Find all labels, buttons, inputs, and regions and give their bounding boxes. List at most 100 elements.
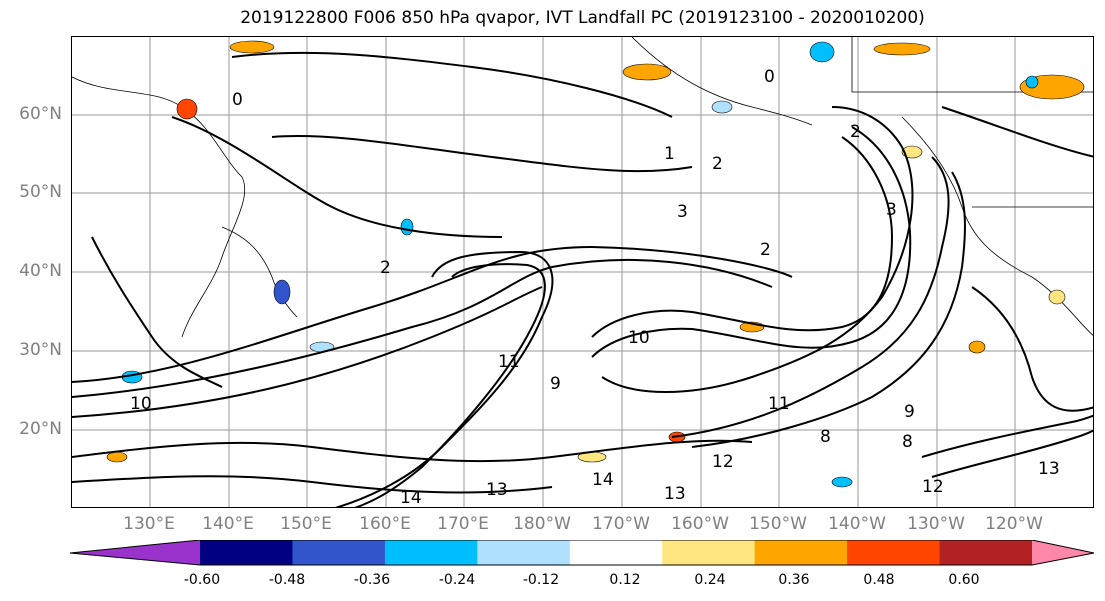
contour-label: 3: [677, 202, 688, 222]
contour-line: [72, 475, 553, 494]
lon-label-130w: 130°W: [907, 514, 965, 534]
colorbar-cell: [200, 540, 293, 565]
colorbar-extend-low: [70, 540, 200, 565]
lon-label-170w: 170°W: [592, 514, 650, 534]
contour-line: [91, 236, 223, 388]
lat-label-50n: 50°N: [19, 182, 62, 202]
contour-label: 10: [628, 328, 650, 348]
colorbar-cell: [754, 540, 848, 565]
contour-label: 14: [592, 470, 614, 490]
contour-label: 9: [904, 402, 915, 422]
colorbar-tick-label: -0.48: [268, 572, 306, 588]
contour-line: [941, 106, 1093, 158]
anomaly-blob: [968, 340, 986, 354]
lon-label-160e: 160°E: [359, 514, 411, 534]
colorbar-tick-label: 0.60: [948, 572, 980, 588]
colorbar-cell: [939, 540, 1033, 565]
contour-label: 13: [486, 480, 508, 500]
lon-label-160w: 160°W: [671, 514, 729, 534]
colorbar-cell: [662, 540, 756, 565]
contour-line: [691, 171, 966, 448]
colorbar-extend-high: [1032, 540, 1094, 565]
lon-label-150e: 150°E: [280, 514, 332, 534]
contour-line: [591, 136, 894, 338]
anomaly-blob: [273, 279, 291, 305]
contour-label: 2: [712, 154, 723, 174]
ivt-contours: [72, 51, 1093, 507]
alaska-coastline: [631, 37, 813, 126]
contour-label: 12: [922, 477, 944, 497]
lon-label-140e: 140°E: [202, 514, 254, 534]
contour-label: 3: [886, 200, 897, 220]
lon-label-180w: 180°W: [513, 514, 571, 534]
colorbar-tick-label: -0.24: [438, 572, 476, 588]
japan-coastline: [221, 226, 298, 318]
contour-label: 14: [400, 488, 422, 508]
contour-label: 12: [712, 452, 734, 472]
colorbar-cell: [569, 540, 663, 565]
shading-blobs: [106, 40, 1085, 488]
contour-line: [171, 116, 503, 238]
lat-label-40n: 40°N: [19, 261, 62, 281]
contour-label: 8: [902, 432, 913, 452]
contour-line: [271, 135, 693, 173]
north-america-coastline: [901, 116, 1093, 336]
colorbar-tick-label: 0.36: [778, 572, 810, 588]
lon-label-150w: 150°W: [749, 514, 807, 534]
contour-line: [601, 106, 914, 393]
contour-label: 0: [764, 67, 775, 87]
lon-label-170e: 170°E: [437, 514, 489, 534]
anomaly-blob: [176, 98, 198, 120]
anomaly-blob: [809, 41, 835, 63]
anomaly-blob: [831, 476, 853, 488]
contour-labels: 0 0 1 2 2 3 3 2 2 10 11 10 9 8 14 13 12 …: [130, 67, 1060, 508]
anomaly-blob: [1025, 75, 1039, 89]
map-plot-area[interactable]: 0 0 1 2 2 3 3 2 2 10 11 10 9 8 14 13 12 …: [71, 36, 1094, 508]
anomaly-blob: [400, 218, 414, 236]
anomaly-blob: [106, 451, 128, 463]
canada-border: [851, 37, 1093, 93]
contour-line: [354, 263, 546, 507]
contour-line: [72, 245, 793, 383]
contour-label: 13: [664, 484, 686, 504]
contour-label: 0: [232, 90, 243, 110]
contour-label: 1: [664, 144, 675, 164]
anomaly-blob: [873, 42, 931, 56]
lon-label-140w: 140°W: [828, 514, 886, 534]
contour-line: [921, 414, 1093, 458]
colorbar-tick-label: 0.24: [694, 572, 726, 588]
colorbar-cell: [847, 540, 941, 565]
colorbar-tick-label: -0.12: [522, 572, 560, 588]
contour-line: [591, 126, 912, 358]
coastlines: [72, 37, 1093, 338]
contour-line: [335, 250, 554, 507]
map-canvas: 0 0 1 2 2 3 3 2 2 10 11 10 9 8 14 13 12 …: [72, 37, 1093, 508]
contour-line: [931, 429, 1093, 478]
colorbar: [70, 540, 1095, 566]
anomaly-blob: [229, 40, 275, 54]
lat-label-30n: 30°N: [19, 340, 62, 360]
anomaly-blob: [901, 145, 923, 159]
asia-coastline: [72, 76, 246, 338]
contour-line: [72, 258, 773, 398]
contour-label: 2: [380, 258, 391, 278]
contour-label: 10: [130, 394, 152, 414]
contour-label: 2: [850, 122, 861, 142]
anomaly-blob: [711, 100, 733, 114]
contour-label: 11: [768, 394, 790, 414]
contour-line: [971, 286, 1093, 412]
gridlines: [72, 37, 1093, 507]
contour-label: 9: [550, 374, 561, 394]
contour-line: [671, 156, 950, 438]
colorbar-cell: [384, 540, 478, 565]
colorbar-outline: [70, 540, 1095, 566]
lon-label-130e: 130°E: [123, 514, 175, 534]
contour-label: 11: [498, 352, 520, 372]
contour-line: [72, 286, 543, 418]
contour-label: 8: [820, 427, 831, 447]
colorbar-cell: [292, 540, 386, 565]
anomaly-blob: [622, 63, 672, 81]
lon-label-120w: 120°W: [985, 514, 1043, 534]
colorbar-tick-label: -0.36: [353, 572, 391, 588]
contour-line: [72, 439, 753, 463]
